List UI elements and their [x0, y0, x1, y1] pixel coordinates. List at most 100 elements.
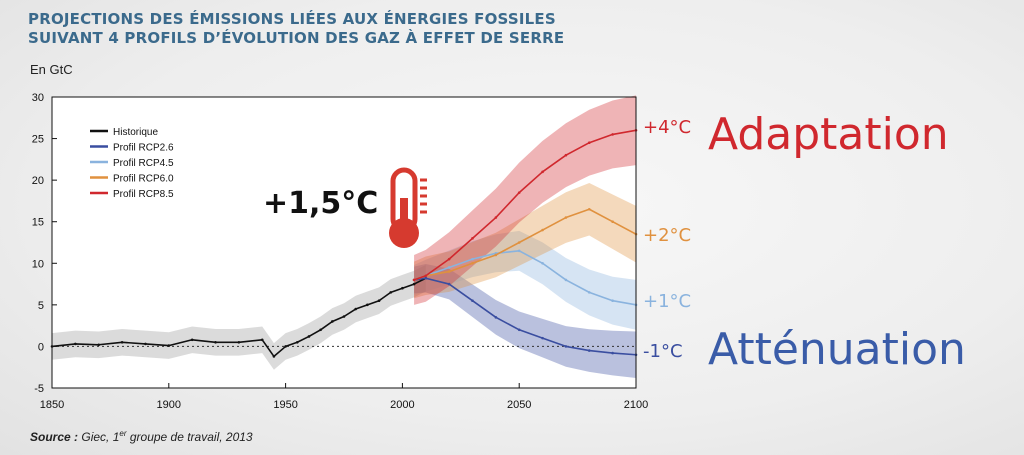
- end-label-rcp60: +2°C: [643, 225, 691, 246]
- data-point-historique: [319, 328, 322, 332]
- data-point-rcp45: [471, 257, 474, 261]
- legend: Historique Profil RCP2.6 Profil RCP4.5 Prof…: [90, 127, 174, 200]
- data-point-rcp26: [517, 328, 521, 332]
- source-rest: groupe de travail, 2013: [129, 430, 253, 444]
- data-point-rcp85: [471, 237, 474, 240]
- data-point-rcp85: [587, 141, 591, 145]
- data-point-historique: [331, 320, 334, 323]
- data-point-rcp26: [587, 349, 591, 352]
- source-text: Giec, 1: [81, 430, 120, 444]
- x-tick-label: 2050: [507, 399, 531, 411]
- data-point-rcp60: [587, 207, 591, 211]
- data-point-historique: [144, 342, 147, 346]
- data-point-historique: [354, 307, 357, 311]
- data-point-rcp60: [517, 241, 521, 244]
- data-point-rcp85: [564, 153, 568, 157]
- plot-background: [52, 97, 636, 388]
- legend-label-rcp85: Profil RCP8.5: [113, 189, 174, 200]
- data-point-rcp45: [564, 278, 568, 282]
- data-point-rcp60: [564, 216, 568, 219]
- data-point-rcp60: [447, 270, 451, 273]
- data-point-rcp45: [517, 249, 521, 253]
- title-line-2: SUIVANT 4 PROFILS D’ÉVOLUTION DES GAZ À …: [28, 29, 565, 47]
- data-point-rcp45: [611, 299, 614, 303]
- data-point-rcp26: [564, 345, 568, 348]
- data-point-rcp26: [541, 336, 544, 340]
- end-labels: +4°C +2°C +1°C -1°C: [643, 117, 691, 362]
- data-point-rcp26: [447, 282, 451, 286]
- legend-label-historique: Historique: [113, 127, 158, 138]
- x-tick-label: 1900: [157, 399, 181, 411]
- y-tick-label: 0: [38, 341, 44, 353]
- data-point-rcp60: [471, 261, 474, 265]
- data-point-rcp85: [517, 191, 521, 194]
- data-point-historique: [295, 340, 299, 344]
- data-point-historique: [74, 342, 77, 346]
- y-tick-label: 25: [32, 134, 44, 146]
- data-point-rcp60: [611, 220, 614, 224]
- title-line-1: PROJECTIONS DES ÉMISSIONS LIÉES AUX ÉNER…: [28, 10, 556, 28]
- end-label-rcp45: +1°C: [643, 291, 691, 312]
- series-trend-historique: [51, 277, 426, 358]
- series-trend-rcp26: [414, 277, 637, 356]
- source-prefix: Source :: [30, 430, 79, 444]
- y-tick-label: 15: [32, 217, 44, 229]
- data-point-historique: [377, 299, 381, 303]
- data-point-historique: [307, 335, 311, 338]
- data-point-historique: [97, 343, 101, 347]
- legend-label-rcp45: Profil RCP4.5: [113, 158, 174, 169]
- data-point-historique: [214, 340, 217, 344]
- data-point-rcp26: [494, 316, 498, 319]
- y-tick-label: 10: [32, 258, 44, 270]
- data-point-historique: [260, 338, 264, 342]
- y-tick-label: 20: [32, 175, 44, 187]
- data-point-rcp85: [494, 216, 498, 219]
- data-point-rcp60: [494, 253, 498, 257]
- x-tick-label: 2100: [624, 399, 648, 411]
- data-point-rcp26: [424, 276, 428, 280]
- legend-label-rcp26: Profil RCP2.6: [113, 143, 174, 154]
- plot-frame: [51, 96, 637, 389]
- data-point-rcp85: [412, 278, 416, 282]
- data-point-rcp60: [541, 228, 544, 232]
- attenuation-label: Atténuation: [708, 324, 966, 375]
- end-label-rcp85: +4°C: [643, 117, 691, 138]
- data-point-historique: [342, 315, 346, 318]
- data-point-rcp85: [611, 133, 614, 136]
- data-point-historique: [190, 338, 194, 342]
- data-point-rcp26: [471, 299, 474, 303]
- unit-label: En GtC: [30, 62, 73, 77]
- temperature-annotation: +1,5°C: [263, 186, 378, 221]
- adaptation-label: Adaptation: [708, 109, 949, 160]
- data-point-rcp85: [447, 257, 451, 261]
- source-sup: er: [119, 429, 127, 438]
- data-point-historique: [412, 282, 416, 286]
- data-point-rcp45: [587, 291, 591, 294]
- source-note: Source : Giec, 1er groupe de travail, 20…: [30, 429, 253, 444]
- data-point-rcp45: [447, 266, 451, 269]
- uncertainty-band-rcp45: [414, 230, 636, 330]
- data-point-historique: [167, 344, 171, 347]
- data-point-rcp85: [424, 274, 428, 278]
- x-tick-label: 2000: [390, 399, 414, 411]
- data-point-rcp26: [611, 351, 614, 355]
- thermometer-icon: [389, 167, 427, 248]
- axes: 1850 1900 1950 2000 2050 2100 -5 0 5 10 15 20 25 30: [32, 92, 648, 411]
- legend-label-rcp60: Profil RCP6.0: [113, 174, 174, 185]
- data-point-historique: [284, 345, 287, 348]
- data-point-historique: [366, 303, 369, 307]
- data-point-historique: [272, 355, 276, 358]
- data-point-historique: [389, 291, 393, 294]
- data-point-rcp85: [541, 170, 544, 174]
- y-tick-label: -5: [34, 383, 44, 395]
- chart-title: PROJECTIONS DES ÉMISSIONS LIÉES AUX ÉNER…: [28, 10, 564, 48]
- series-trend-rcp45: [413, 250, 637, 306]
- plot-area: [50, 95, 638, 388]
- x-tick-label: 1950: [273, 399, 297, 411]
- data-point-historique: [237, 340, 241, 344]
- x-tick-label: 1850: [40, 399, 64, 411]
- data-point-rcp45: [541, 261, 544, 265]
- end-label-rcp26: -1°C: [643, 341, 683, 362]
- data-point-historique: [120, 340, 124, 344]
